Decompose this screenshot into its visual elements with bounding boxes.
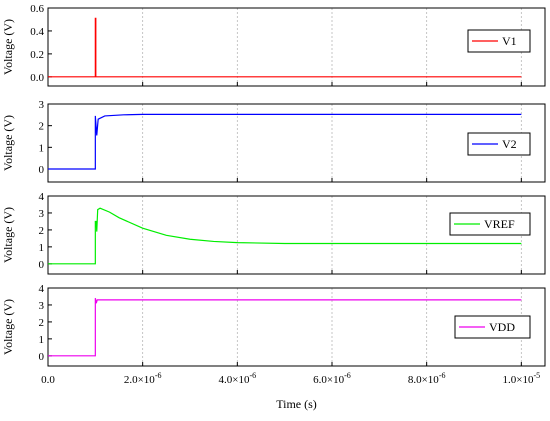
- panel-4: 0 1 2 3 4 Voltage (V) VDD: [1, 283, 546, 367]
- y-tick-label: 3: [39, 208, 45, 220]
- legend: VDD: [454, 315, 531, 339]
- plot-frame: [47, 7, 546, 87]
- plot-frame: [47, 287, 546, 367]
- y-tick-label: 0: [39, 259, 45, 271]
- legend-label: VDD: [489, 320, 515, 334]
- y-axis-title: Voltage (V): [1, 19, 15, 75]
- series-line-vdd: [48, 298, 522, 357]
- y-tick-label: 0.6: [30, 3, 44, 15]
- y-tick-label: 1: [39, 242, 45, 254]
- y-tick-label: 0.2: [30, 49, 44, 61]
- legend-box: [467, 132, 531, 156]
- x-tick-label: 2.0×10-6: [124, 371, 162, 386]
- y-tick-label: 2: [39, 317, 45, 329]
- y-tick-label: 0.0: [30, 72, 44, 84]
- y-axis-title: Voltage (V): [1, 207, 15, 263]
- x-tick-label: 1.0×10-5: [503, 371, 541, 386]
- y-tick-label: 2: [39, 121, 45, 133]
- legend: V1: [467, 29, 531, 53]
- y-axis-title: Voltage (V): [1, 115, 15, 171]
- y-tick-label: 3: [39, 300, 45, 312]
- x-tick-label: 0.0: [41, 374, 55, 386]
- legend-label: V2: [502, 137, 517, 151]
- legend: V2: [467, 132, 531, 156]
- x-tick-label: 4.0×10-6: [219, 371, 257, 386]
- legend-box: [454, 315, 531, 339]
- plot-frame: [47, 195, 546, 275]
- y-tick-label: 0.4: [30, 26, 44, 38]
- legend-box: [449, 212, 531, 236]
- x-tick-label: 6.0×10-6: [313, 371, 351, 386]
- x-tick-label: 8.0×10-6: [408, 371, 446, 386]
- x-axis-title: Time (s): [276, 397, 317, 411]
- series-line-vref: [48, 207, 522, 265]
- panel-2: 0 1 2 3 Voltage (V) V2: [1, 99, 546, 183]
- panel-3: 0 1 2 3 4 Voltage (V) VREF: [1, 191, 546, 275]
- plot-frame: [47, 103, 546, 183]
- legend-label: V1: [502, 34, 517, 48]
- y-tick-label: 2: [39, 225, 45, 237]
- y-tick-label: 4: [39, 283, 45, 295]
- series-line-v2: [48, 113, 522, 170]
- legend-label: VREF: [484, 217, 515, 231]
- y-tick-label: 3: [39, 99, 45, 111]
- y-axis-title: Voltage (V): [1, 299, 15, 355]
- legend: VREF: [449, 212, 531, 236]
- legend-box: [467, 29, 531, 53]
- y-tick-label: 0: [39, 351, 45, 363]
- panel-1: 0.0 0.2 0.4 0.6 Voltage (V) V1: [1, 3, 546, 87]
- series-line-v1: [48, 17, 522, 78]
- y-tick-label: 0: [39, 164, 45, 176]
- y-tick-label: 4: [39, 191, 45, 203]
- y-tick-label: 1: [39, 142, 45, 154]
- y-tick-label: 1: [39, 334, 45, 346]
